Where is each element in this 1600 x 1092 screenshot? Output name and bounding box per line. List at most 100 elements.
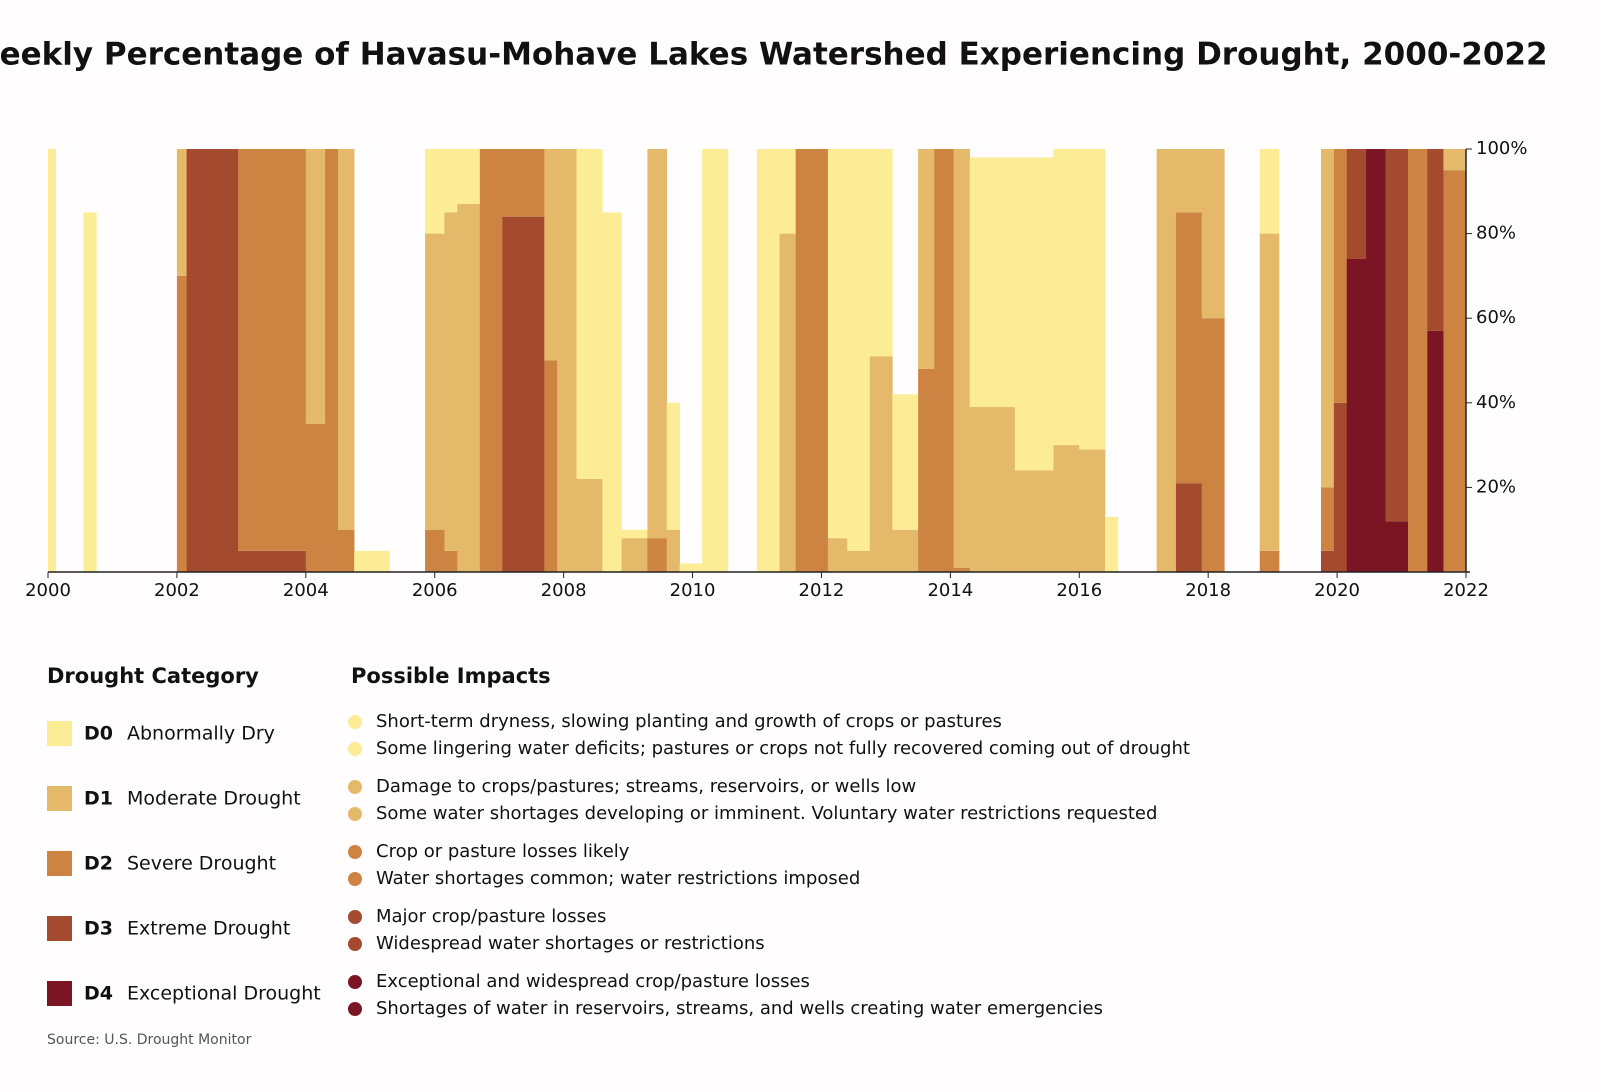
drought-segment [1385, 149, 1409, 522]
x-tick-label: 2004 [283, 580, 329, 601]
impact-dot [348, 807, 362, 821]
drought-segment [1333, 402, 1348, 572]
impact-dot [348, 1002, 362, 1016]
drought-segment [827, 149, 848, 539]
drought-segment [338, 149, 355, 530]
drought-segment [1346, 258, 1367, 572]
x-tick-label: 2008 [541, 580, 587, 601]
drought-segment [1156, 149, 1177, 572]
drought-segment [1427, 149, 1444, 331]
drought-segment [576, 478, 603, 572]
drought-segment [176, 275, 187, 572]
drought-segment [425, 149, 445, 234]
drought-segment [934, 149, 954, 572]
drought-segment [918, 368, 935, 572]
y-tick-label: 80% [1476, 223, 1516, 244]
drought-segment [502, 216, 545, 572]
legend-swatch [47, 981, 72, 1006]
impact-text: Short-term dryness, slowing planting and… [376, 711, 1002, 732]
impact-text: Crop or pasture losses likely [376, 841, 630, 862]
legend-swatch [47, 721, 72, 746]
drought-segment [666, 402, 680, 530]
drought-segment [1175, 483, 1203, 572]
drought-segment [757, 149, 780, 572]
impact-text: Widespread water shortages or restrictio… [376, 933, 765, 954]
legend-title: Drought Category [47, 664, 259, 688]
drought-segment [1407, 149, 1428, 572]
drought-segment [425, 529, 445, 572]
legend-label: Abnormally Dry [127, 723, 275, 745]
drought-segment [679, 563, 703, 572]
drought-segment [354, 550, 390, 572]
y-tick-label: 20% [1476, 476, 1516, 497]
drought-segment [969, 407, 1016, 572]
drought-segment [1175, 149, 1203, 213]
drought-segment [779, 149, 796, 234]
drought-segment [425, 233, 445, 530]
drought-segment [847, 550, 871, 572]
x-tick-label: 2014 [927, 580, 973, 601]
drought-segment [1259, 550, 1280, 572]
drought-segment [647, 538, 668, 572]
legend-label: Exceptional Drought [127, 983, 321, 1005]
impact-dot [348, 872, 362, 886]
drought-segment [779, 233, 796, 572]
y-tick-label: 60% [1476, 307, 1516, 328]
drought-segment [892, 529, 919, 572]
drought-segment [647, 149, 668, 539]
impact-dot [348, 715, 362, 729]
drought-segment [576, 149, 603, 479]
legend-label: Moderate Drought [127, 788, 301, 810]
drought-segment [238, 550, 307, 572]
x-tick-label: 2016 [1056, 580, 1102, 601]
x-tick-label: 2006 [412, 580, 458, 601]
drought-segment [338, 529, 355, 572]
drought-segment [1014, 470, 1054, 572]
drought-segment [621, 538, 648, 572]
legend-code: D1 [84, 788, 113, 810]
drought-segment [1105, 517, 1119, 572]
drought-segment [869, 149, 893, 357]
impacts-title: Possible Impacts [351, 664, 551, 688]
impact-text: Major crop/pasture losses [376, 906, 606, 927]
drought-segment [1320, 550, 1335, 572]
drought-segment [602, 212, 622, 572]
drought-segment [795, 149, 829, 572]
drought-segment [621, 529, 648, 539]
drought-segment [457, 149, 481, 204]
drought-segment [1443, 149, 1467, 171]
x-tick-label: 2012 [799, 580, 845, 601]
impact-dot [348, 937, 362, 951]
drought-segment [176, 149, 187, 276]
drought-segment [1443, 170, 1467, 572]
drought-segment [1333, 149, 1348, 403]
source: Source: U.S. Drought Monitor [47, 1032, 252, 1048]
y-tick-label: 40% [1476, 392, 1516, 413]
impact-text: Some water shortages developing or immin… [376, 803, 1157, 824]
drought-segment [325, 149, 339, 572]
impact-text: Damage to crops/pastures; streams, reser… [376, 776, 916, 797]
impact-dot [348, 742, 362, 756]
impact-dot [348, 780, 362, 794]
drought-segment [1320, 487, 1335, 551]
drought-segment [1175, 212, 1203, 484]
drought-segment [1014, 157, 1054, 471]
drought-segment [502, 149, 545, 217]
x-tick-label: 2000 [25, 580, 71, 601]
drought-segment [969, 157, 1016, 408]
legend-code: D3 [84, 918, 113, 940]
x-tick-label: 2022 [1443, 580, 1489, 601]
drought-segment [666, 529, 680, 572]
drought-segment [869, 356, 893, 572]
drought-segment [953, 567, 970, 572]
impact-text: Shortages of water in reservoirs, stream… [376, 998, 1103, 1019]
drought-segment [1320, 149, 1335, 488]
legend-swatch [47, 916, 72, 941]
drought-segment [544, 149, 558, 361]
drought-segment [48, 149, 57, 572]
x-tick-label: 2020 [1314, 580, 1360, 601]
drought-segment [702, 149, 729, 572]
chart-title: Weekly Percentage of Havasu-Mohave Lakes… [0, 37, 1548, 73]
legend-code: D2 [84, 853, 113, 875]
